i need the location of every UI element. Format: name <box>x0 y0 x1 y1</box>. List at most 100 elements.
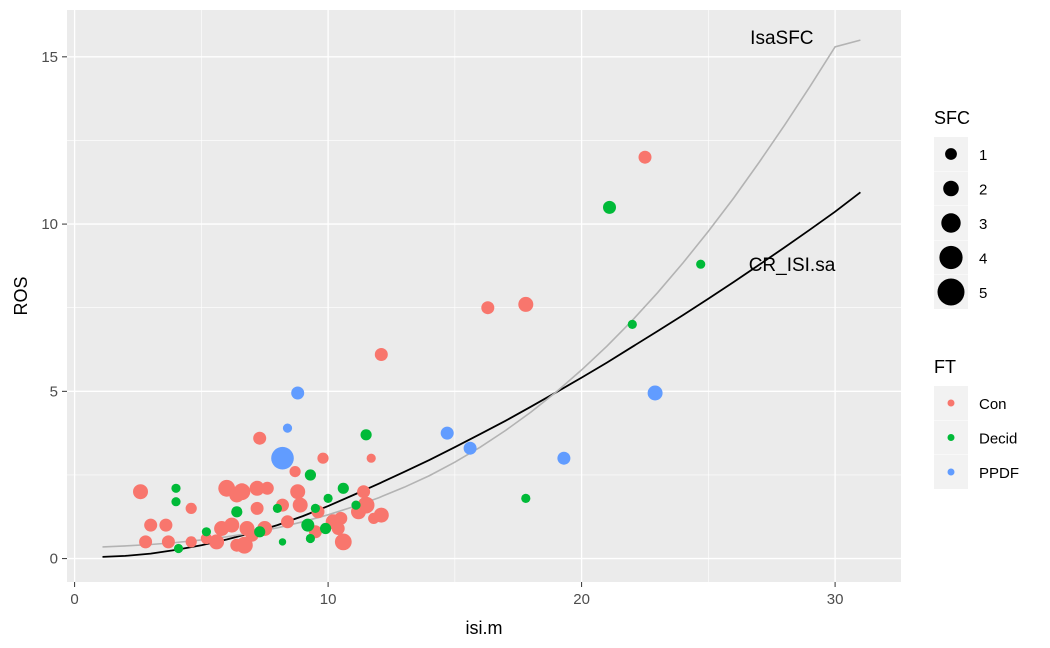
fit-line-isasfc <box>102 39 861 548</box>
point-con <box>357 496 375 514</box>
point-con <box>281 515 294 529</box>
color-legend-label: Decid <box>979 431 1017 448</box>
point-decid <box>521 493 531 503</box>
color-legend-label: Con <box>979 396 1007 413</box>
point-decid <box>603 200 616 214</box>
point-con <box>331 522 345 535</box>
point-ppdf <box>282 423 293 433</box>
point-decid <box>301 518 315 532</box>
point-con <box>481 301 495 315</box>
size-legend-label: 3 <box>979 216 987 233</box>
point-decid <box>171 497 181 507</box>
point-decid <box>320 522 332 535</box>
point-con <box>374 348 388 361</box>
point-con <box>334 533 352 551</box>
point-con <box>249 480 265 496</box>
point-decid <box>254 526 266 538</box>
point-con <box>139 535 153 549</box>
gridlines <box>67 10 901 582</box>
point-ppdf <box>440 426 454 440</box>
point-con <box>317 452 329 464</box>
color-legend-label: PPDF <box>979 465 1019 482</box>
point-decid <box>310 503 320 513</box>
point-con <box>133 484 148 500</box>
point-decid <box>278 538 287 546</box>
color-legend-dot <box>947 468 955 476</box>
axis-ticks: 0 10 20 30 0 5 10 15 <box>41 49 843 608</box>
point-decid <box>337 482 349 494</box>
point-con <box>373 507 389 523</box>
point-decid <box>323 493 333 503</box>
point-con <box>638 150 652 164</box>
point-ppdf <box>647 385 663 401</box>
x-tick-label: 0 <box>70 591 78 608</box>
point-con <box>253 431 267 445</box>
color-legend-dot <box>947 399 955 407</box>
point-con <box>144 518 158 532</box>
point-con <box>185 536 197 548</box>
annotation-label: IsaSFC <box>750 28 813 49</box>
point-con <box>161 535 175 549</box>
size-legend-title: SFC <box>934 108 970 128</box>
point-con <box>292 497 308 513</box>
data-points <box>133 150 706 554</box>
point-con <box>518 296 534 312</box>
x-tick-label: 30 <box>827 591 844 608</box>
y-tick-label: 5 <box>50 383 58 400</box>
y-axis-title: ROS <box>11 276 31 315</box>
x-axis-title: isi.m <box>466 618 503 638</box>
point-con <box>159 518 173 532</box>
point-decid <box>173 543 184 554</box>
point-con <box>290 484 306 500</box>
y-tick-label: 0 <box>50 551 58 568</box>
size-legend-label: 1 <box>979 147 987 164</box>
size-legend-label: 4 <box>979 251 987 268</box>
size-legend-label: 5 <box>979 285 987 302</box>
size-legend-dot <box>939 245 963 270</box>
annotations: IsaSFC CR_ISI.sa <box>749 28 836 276</box>
point-con <box>289 466 301 478</box>
size-legend-dot <box>945 148 957 160</box>
y-tick-label: 15 <box>41 49 58 66</box>
point-decid <box>627 319 637 329</box>
point-decid <box>304 469 316 481</box>
legend: SFC 1 2 3 4 5 FT Con Decid PPDF <box>934 108 1019 489</box>
point-con <box>209 534 225 550</box>
size-legend-dot <box>943 180 959 197</box>
point-con <box>357 485 371 499</box>
annotation-label: CR_ISI.sa <box>749 255 836 276</box>
point-con <box>250 501 264 515</box>
size-legend-label: 2 <box>979 182 987 199</box>
point-con <box>334 511 348 525</box>
point-con <box>233 483 251 501</box>
color-legend-title: FT <box>934 357 956 377</box>
point-con <box>260 481 274 495</box>
point-con <box>236 536 253 554</box>
point-decid <box>696 259 706 269</box>
size-legend-dot <box>941 213 961 233</box>
point-con <box>185 502 197 514</box>
fit-lines <box>102 39 861 558</box>
point-decid <box>351 500 361 510</box>
x-tick-label: 10 <box>320 591 337 608</box>
plot-panel <box>67 10 901 582</box>
point-decid <box>171 483 181 493</box>
point-decid <box>201 527 211 537</box>
x-tick-label: 20 <box>573 591 590 608</box>
point-con <box>366 453 376 463</box>
point-decid <box>272 503 282 513</box>
size-legend-dot <box>937 278 965 306</box>
point-con <box>224 517 240 533</box>
point-ppdf <box>271 446 294 470</box>
size-legend: 1 2 3 4 5 <box>934 137 987 309</box>
point-ppdf <box>463 441 477 455</box>
color-legend-dot <box>947 434 955 441</box>
point-decid <box>231 506 243 518</box>
y-tick-label: 10 <box>41 216 58 233</box>
point-ppdf <box>557 451 571 465</box>
point-ppdf <box>291 386 305 400</box>
fit-line-cr-isi-sa <box>102 191 861 558</box>
point-decid <box>360 429 372 441</box>
point-decid <box>305 533 315 544</box>
